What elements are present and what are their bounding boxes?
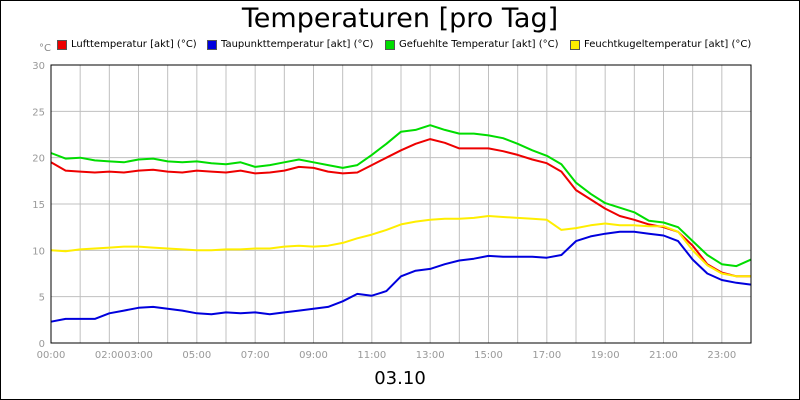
y-axis-unit: °C [39,43,51,54]
legend-item: Gefuehlte Temperatur [akt] (°C) [385,39,558,50]
y-tick-label: 20 [32,154,45,165]
legend-label: Lufttemperatur [akt] (°C) [71,39,197,50]
y-tick-label: 10 [32,246,45,257]
x-tick-label: 11:00 [357,350,386,361]
legend-swatch [570,39,580,50]
legend-item: Lufttemperatur [akt] (°C) [57,39,197,50]
series-line-2 [50,230,752,323]
x-tick-label: 15:00 [474,350,503,361]
x-tick-label: 02:00 [95,350,124,361]
y-tick-label: 30 [32,61,45,72]
y-tick-label: 15 [32,200,45,211]
legend-swatch [57,39,67,50]
x-tick-label: 03:00 [124,350,153,361]
legend-label: Gefuehlte Temperatur [akt] (°C) [399,39,559,50]
x-tick-label: 17:00 [532,350,561,361]
series-line-4 [50,215,751,278]
x-tick-label: 19:00 [591,350,620,361]
x-tick-label: 13:00 [416,350,445,361]
legend-swatch [385,39,395,50]
x-tick-label: 09:00 [299,350,328,361]
series-line-1 [50,138,751,278]
date-label: 03.10 [374,368,426,389]
legend-item: Feuchtkugeltemperatur [akt] (°C) [570,39,751,50]
x-tick-label: 07:00 [241,350,270,361]
chart-title: Temperaturen [pro Tag] [241,3,559,34]
y-tick-label: 5 [39,293,45,304]
plot-frame [50,64,752,344]
x-tick-label: 05:00 [182,350,211,361]
legend-swatch [207,39,217,50]
y-tick-label: 0 [39,339,45,350]
x-tick-label: 00:00 [37,350,66,361]
x-tick-label: 21:00 [649,350,678,361]
y-tick-label: 25 [32,107,45,118]
legend-label: Taupunkttemperatur [akt] (°C) [221,39,374,50]
legend-item: Taupunkttemperatur [akt] (°C) [207,39,373,50]
legend-label: Feuchtkugeltemperatur [akt] (°C) [584,39,752,50]
series-line-3 [50,124,752,268]
x-tick-label: 23:00 [707,350,736,361]
